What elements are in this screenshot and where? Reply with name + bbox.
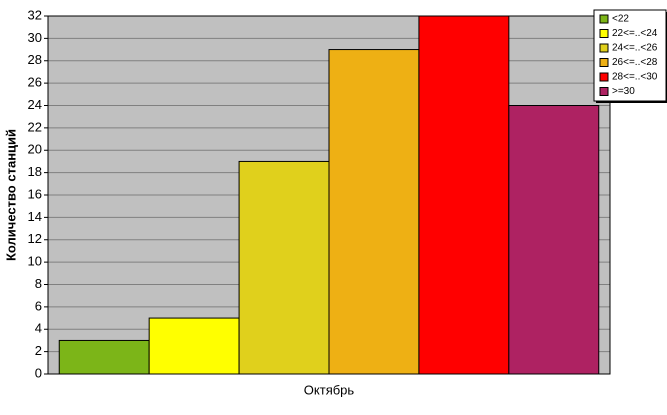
y-axis-label: Количество станций: [3, 129, 18, 261]
x-tick-label: Октябрь: [304, 382, 355, 397]
legend-swatch: [599, 29, 609, 38]
y-tick-label: 8: [35, 276, 42, 291]
legend: <22 22<=..<24 24<=..<26 26<=..<28 28<=..<30 >…: [593, 9, 667, 103]
y-tick-label: 14: [28, 209, 42, 224]
plot-border: [47, 15, 611, 375]
legend-swatch: [599, 43, 609, 53]
y-tick-label: 30: [28, 30, 42, 45]
legend-box: [593, 9, 667, 102]
legend-label: 22<=..<24: [612, 28, 658, 39]
bar: [418, 15, 510, 375]
y-tick-label: 10: [28, 254, 42, 269]
y-tick-label: 16: [28, 186, 42, 201]
bar: [58, 339, 150, 375]
y-tick-label: 22: [28, 119, 42, 134]
legend-swatch: [599, 72, 609, 82]
bar: [238, 160, 330, 375]
y-tick-label: 12: [28, 231, 42, 246]
legend-label: 26<=..<28: [612, 57, 658, 68]
legend-label: >=30: [612, 86, 635, 97]
legend-swatch: [599, 87, 609, 96]
y-tick-label: 4: [35, 321, 42, 336]
y-tick-label: 18: [28, 164, 42, 179]
y-tick-label: 20: [28, 142, 42, 157]
y-tick-label: 2: [35, 343, 42, 358]
y-tick-label: 0: [35, 365, 42, 380]
y-tick-label: 32: [28, 7, 42, 22]
y-tick-label: 28: [28, 52, 42, 67]
bar: [148, 317, 240, 375]
y-tick-label: 24: [28, 97, 42, 112]
legend-swatch: [599, 14, 609, 24]
bar: [328, 49, 420, 375]
legend-label: 24<=..<26: [612, 43, 658, 54]
legend-swatch: [599, 58, 609, 67]
y-tick-label: 26: [28, 75, 42, 90]
bar: [508, 105, 600, 375]
legend-label: 28<=..<30: [612, 72, 658, 83]
y-tick-label: 6: [35, 298, 42, 313]
legend-label: <22: [612, 14, 629, 25]
